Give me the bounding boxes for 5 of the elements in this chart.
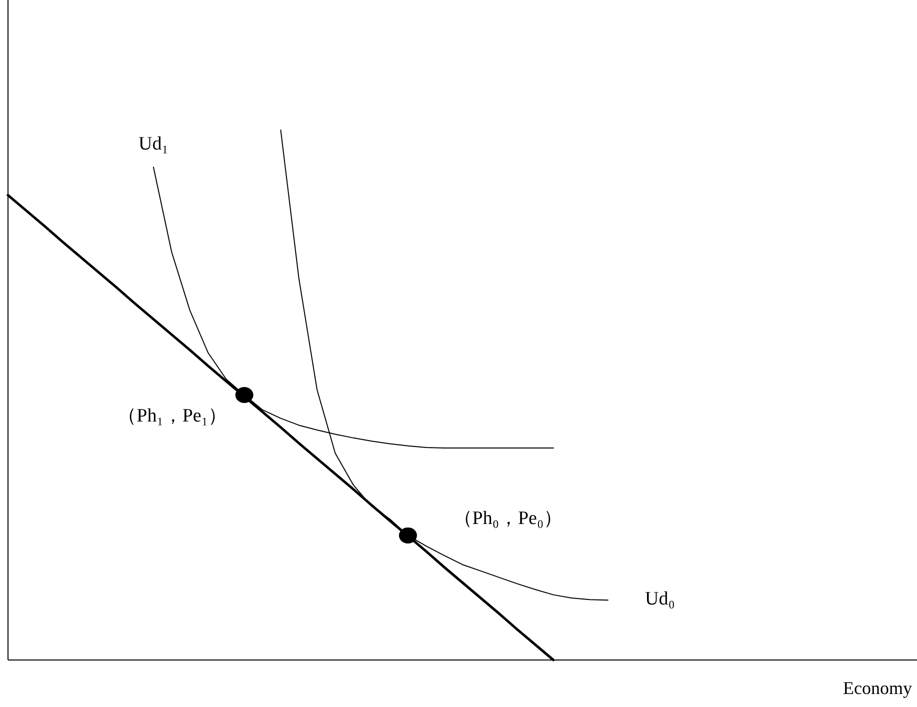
annotation: （Ph₁，Pe₁） <box>118 405 228 426</box>
annotation: Ud₀ <box>645 588 675 610</box>
annotation: Ud₁ <box>138 133 168 154</box>
annotation: （Ph₀，Pe₀） <box>453 508 563 529</box>
x-axis-title: Economy <box>843 678 912 698</box>
